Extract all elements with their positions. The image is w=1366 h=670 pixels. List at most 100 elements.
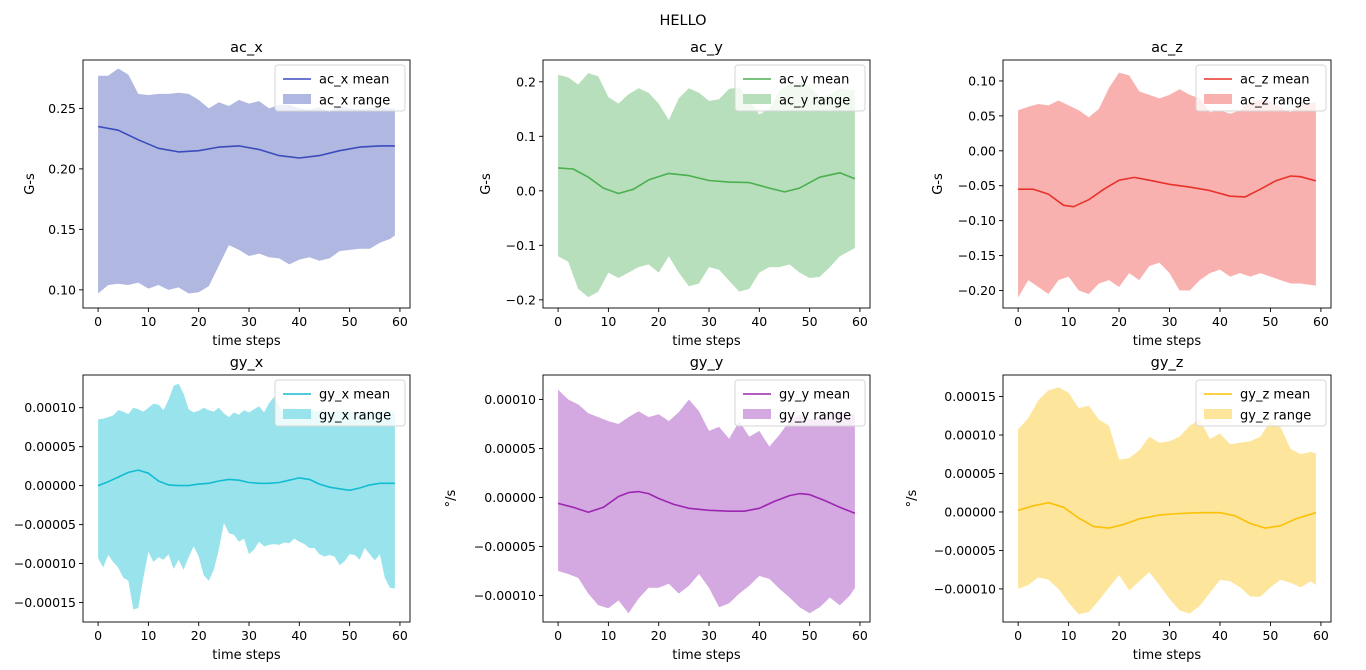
gy_x-xtick-label: 10 — [140, 628, 156, 643]
ac_y-xtick-label: 20 — [651, 314, 667, 329]
gy_z-ytick-label: 0.00010 — [944, 428, 996, 443]
ac_x-xlabel: time steps — [212, 334, 281, 349]
ac_y-ylabel: G-s — [479, 173, 494, 195]
gy_z-title: gy_z — [1151, 355, 1184, 371]
ac_z-mean-line — [1018, 175, 1317, 208]
ac_z-legend-range-label: ac_z range — [1240, 94, 1310, 109]
ac_y-xtick-label: 10 — [600, 314, 616, 329]
ac_y-xtick-label: 60 — [852, 314, 868, 329]
gy_y-xtick-label: 30 — [701, 628, 717, 643]
ac_y-legend: ac_y mean ac_y range — [734, 64, 866, 112]
ac_x-ylabel: G-s — [23, 173, 38, 195]
ac_x-xtick-label: 30 — [241, 314, 257, 329]
gy_z-axes-frame — [1002, 374, 1332, 623]
gy_x-ytick-label: −0.00015 — [14, 595, 76, 610]
gy_z-ytick-label: 0.00005 — [944, 466, 996, 481]
ac_y-ytick-label: −0.2 — [506, 292, 536, 307]
gy_z-mean-line — [1017, 501, 1317, 529]
ac_x-mean-line — [97, 125, 395, 159]
ac_z-ytick-label: −0.20 — [958, 283, 996, 298]
gy_x-legend-fill-swatch — [283, 409, 311, 419]
ac_z-xtick-label: 20 — [1111, 314, 1127, 329]
gy_y-legend: gy_y mean gy_y range — [734, 379, 866, 427]
gy_y-legend-range-label: gy_y range — [779, 409, 851, 424]
ac_z-xtick-label: 40 — [1212, 314, 1228, 329]
ac_y-ytick-label: 0.2 — [516, 74, 536, 89]
gy_y-axes-frame — [542, 374, 871, 623]
gy_y-ytick-label: −0.00010 — [474, 588, 536, 603]
gy_z-xtick-label: 20 — [1111, 628, 1127, 643]
ac_y-legend-fill-swatch — [743, 94, 771, 104]
ac_z-range-band — [1018, 72, 1316, 298]
gy_z-legend-range-label: gy_z range — [1240, 409, 1311, 424]
ac_x-ytick-label: 0.25 — [48, 101, 76, 116]
ac_x-legend-fill-swatch — [283, 94, 311, 104]
ac_y-title: ac_y — [690, 40, 723, 56]
ac_z-legend-fill-swatch — [1204, 94, 1232, 104]
ac_z-xlabel: time steps — [1133, 334, 1202, 349]
gy_y-xlabel: time steps — [672, 648, 741, 663]
subplot-gy_z: 0 10 20 30 40 50 60 −0.00010 −0.00005 0.00000 0.00… — [905, 355, 1332, 663]
gy_z-legend-mean-label: gy_z mean — [1240, 388, 1310, 403]
ac_x-range-band — [98, 68, 395, 294]
ac_y-axes-frame — [542, 59, 871, 309]
gy_y-title: gy_y — [690, 355, 724, 371]
gy_y-legend-mean-label: gy_y mean — [779, 388, 850, 403]
gy_z-xtick-label: 30 — [1162, 628, 1178, 643]
gy_y-xtick-label: 40 — [751, 628, 767, 643]
ac_z-xtick-label: 60 — [1313, 314, 1329, 329]
gy_x-axes-frame — [82, 374, 411, 623]
gy_y-xtick-label: 10 — [600, 628, 616, 643]
ac_x-xtick-label: 0 — [94, 314, 102, 329]
ac_z-title: ac_z — [1151, 40, 1183, 56]
gy_y-ytick-label: 0.00005 — [484, 441, 536, 456]
gy_y-legend-fill-swatch — [743, 409, 771, 419]
gy_z-ytick-label: 0.00015 — [944, 389, 996, 404]
gy_z-ylabel: °/s — [905, 489, 920, 507]
ac_z-axes-frame — [1002, 59, 1332, 309]
ac_z-xtick-label: 10 — [1061, 314, 1077, 329]
ac_y-ytick-label: 0.0 — [516, 183, 536, 198]
gy_y-xtick-label: 0 — [554, 628, 562, 643]
gy_z-ytick-label: −0.00010 — [934, 581, 996, 596]
gy_y-xtick-label: 20 — [651, 628, 667, 643]
ac_z-xtick-label: 30 — [1162, 314, 1178, 329]
gy_y-mean-line — [557, 490, 856, 514]
ac_z-legend: ac_z mean ac_z range — [1195, 64, 1327, 112]
gy_x-xtick-label: 60 — [392, 628, 408, 643]
gy_y-ylabel: °/s — [444, 489, 459, 507]
gy_x-ytick-label: −0.00005 — [14, 517, 76, 532]
gy_x-xtick-label: 20 — [191, 628, 207, 643]
ac_z-xtick-label: 0 — [1014, 314, 1022, 329]
ac_z-ytick-label: −0.05 — [958, 178, 996, 193]
ac_y-range-band — [558, 73, 855, 298]
ac_y-xtick-label: 40 — [751, 314, 767, 329]
gy_y-ytick-label: 0.00000 — [484, 490, 536, 505]
gy_x-ytick-label: −0.00010 — [14, 556, 76, 571]
ac_x-axes-frame — [82, 59, 411, 309]
gy_x-xtick-label: 50 — [342, 628, 358, 643]
ac_x-ytick-label: 0.10 — [48, 282, 76, 297]
gy_x-legend: gy_x mean gy_x range — [274, 379, 406, 427]
gy_x-mean-line — [97, 469, 395, 492]
subplot-ac_z: 0 10 20 30 40 50 60 −0.20 −0.15 −0.10 −0.05 0.00 0.0… — [931, 40, 1332, 349]
ac_x-legend-range-label: ac_x range — [319, 94, 390, 109]
ac_x-ytick-label: 0.20 — [48, 161, 76, 176]
ac_x-xtick-label: 40 — [291, 314, 307, 329]
gy_x-ytick-label: 0.00010 — [24, 400, 76, 415]
gy_y-ytick-label: −0.00005 — [474, 539, 536, 554]
gy_x-xtick-label: 40 — [291, 628, 307, 643]
gy_z-legend-fill-swatch — [1204, 409, 1232, 419]
ac_z-ylabel: G-s — [931, 173, 946, 195]
ac_z-ytick-label: −0.15 — [958, 248, 996, 263]
subplot-gy_y: 0 10 20 30 40 50 60 −0.00010 −0.00005 0.00000 0.00… — [444, 355, 871, 663]
ac_y-xtick-label: 0 — [554, 314, 562, 329]
gy_y-xtick-label: 60 — [852, 628, 868, 643]
gy_z-xtick-label: 60 — [1313, 628, 1329, 643]
figure-suptitle: HELLO — [659, 13, 706, 29]
ac_x-xtick-label: 10 — [140, 314, 156, 329]
